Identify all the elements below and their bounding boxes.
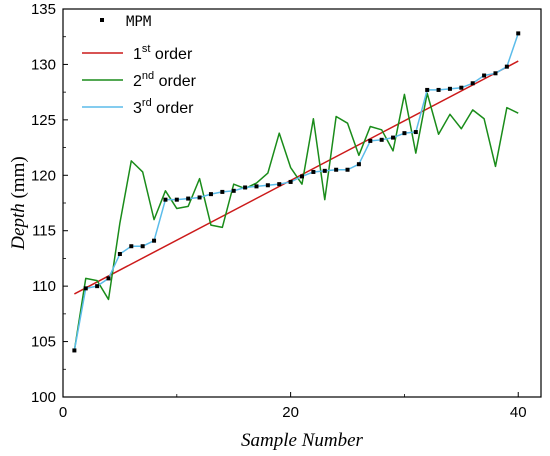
legend-2nd-order-num: 2: [133, 73, 142, 90]
y-tick-label: 100: [31, 389, 56, 406]
mpm-point: [379, 137, 384, 142]
mpm-point: [72, 348, 77, 353]
legend-2nd-order-sup: nd: [142, 70, 154, 82]
mpm-point: [163, 197, 168, 202]
legend-3rd-order-num: 3: [133, 100, 142, 117]
tick-marks: [62, 8, 519, 398]
mpm-point: [231, 188, 236, 193]
mpm-point: [504, 64, 509, 69]
series-layer: [72, 31, 521, 353]
legend-3rd-order-label: 3rd order: [133, 97, 194, 117]
mpm-point: [197, 195, 202, 200]
x-tick-label: 0: [59, 404, 67, 421]
mpm-point: [356, 162, 361, 167]
y-tick-label: 105: [31, 334, 56, 351]
mpm-point: [106, 276, 111, 281]
mpm-point: [402, 131, 407, 136]
series-line-1st: [74, 60, 519, 295]
legend-1st-order-rest: order: [150, 46, 192, 63]
mpm-point: [413, 130, 418, 135]
mpm-point: [95, 284, 100, 289]
mpm-point: [277, 182, 282, 187]
mpm-point: [447, 86, 452, 91]
mpm-point: [243, 185, 248, 190]
legend-1st-order-sup: st: [142, 43, 151, 55]
legend-3rd-order-sup: rd: [142, 97, 152, 109]
mpm-point: [391, 135, 396, 140]
mpm-point: [493, 71, 498, 76]
mpm-point: [140, 244, 145, 249]
mpm-point: [311, 169, 316, 174]
mpm-point: [174, 197, 179, 202]
mpm-point: [425, 87, 430, 92]
y-tick-label: 115: [32, 223, 56, 240]
mpm-point: [334, 167, 339, 172]
mpm-point: [117, 251, 122, 256]
y-axis-title: Depth (mm): [8, 156, 29, 250]
series-line-2nd: [73, 92, 519, 351]
mpm-point: [322, 168, 327, 173]
legend-mpm-label: MPM: [126, 14, 151, 30]
mpm-point: [265, 183, 270, 188]
y-tick-label: 130: [31, 56, 56, 73]
tick-labels: 100 105 110 115 120 125 130 135 0 20 40: [31, 1, 527, 421]
legend-2nd-order-label: 2nd order: [133, 70, 197, 90]
legend: MPM 1st order 2nd order 3rd order: [82, 14, 197, 117]
x-tick-label: 40: [510, 404, 527, 421]
legend-1st-order-label: 1st order: [133, 43, 193, 63]
series-line-3rd: [73, 33, 519, 351]
mpm-point: [459, 85, 464, 90]
mpm-point: [368, 138, 373, 143]
mpm-point: [152, 238, 157, 243]
legend-2nd-order-rest: order: [154, 73, 196, 90]
y-tick-label: 135: [31, 1, 56, 18]
mpm-point: [208, 192, 213, 197]
mpm-point: [220, 189, 225, 194]
y-axis-title-main: Depth: [8, 203, 29, 250]
mpm-point: [83, 286, 88, 291]
mpm-point: [129, 244, 134, 249]
mpm-point: [288, 179, 293, 184]
plot-frame: [62, 8, 542, 398]
mpm-point: [436, 87, 441, 92]
mpm-point: [186, 196, 191, 201]
x-axis-title: Sample Number: [241, 430, 364, 451]
mpm-point: [482, 73, 487, 78]
y-axis-title-unit: (mm): [8, 156, 29, 203]
mpm-point: [345, 167, 350, 172]
legend-1st-order-num: 1: [133, 46, 142, 63]
mpm-point: [254, 184, 259, 189]
y-tick-label: 120: [31, 167, 56, 184]
legend-3rd-order-rest: order: [152, 100, 194, 117]
legend-mpm-marker: [100, 18, 104, 22]
y-tick-label: 110: [32, 278, 56, 295]
mpm-point: [300, 174, 304, 179]
mpm-point: [516, 31, 521, 36]
y-tick-label: 125: [31, 112, 56, 129]
x-tick-label: 20: [282, 404, 299, 421]
mpm-point: [470, 81, 475, 86]
